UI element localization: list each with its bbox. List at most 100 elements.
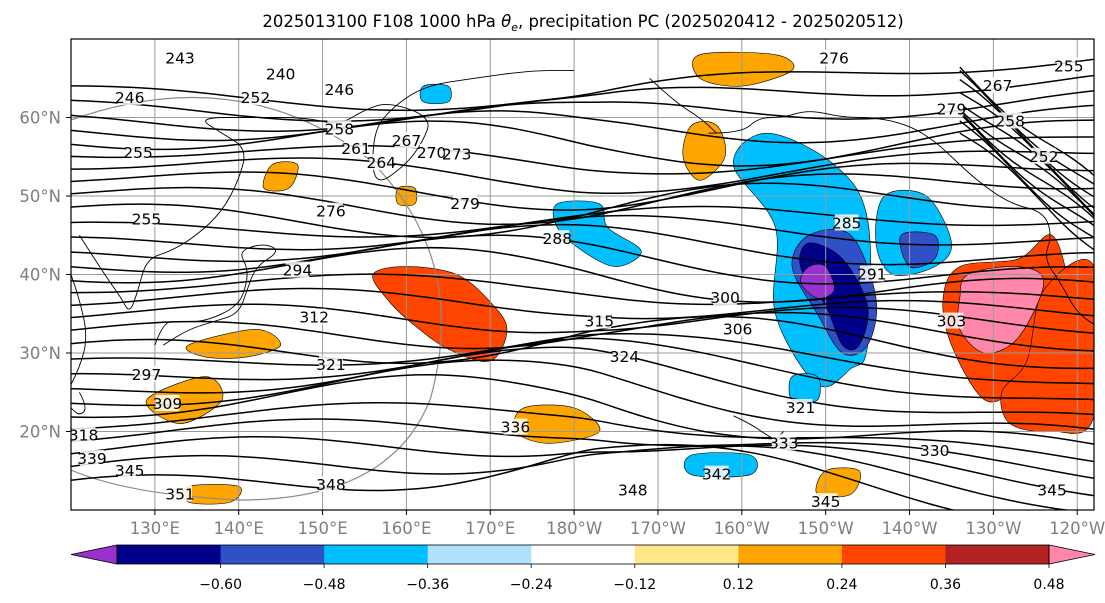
contour-label-text: 267 xyxy=(983,77,1013,95)
latitude-ticks: 20°N 30°N 40°N 50°N 60°N xyxy=(19,109,71,442)
contour-label-text: 309 xyxy=(153,395,183,413)
y-tick-label: 20°N xyxy=(19,423,61,442)
contour-label: 348 xyxy=(316,475,346,494)
theta-e-contour xyxy=(71,90,1094,132)
x-tick-label: 130°E xyxy=(130,519,180,538)
theta-e-contour xyxy=(71,205,1094,238)
contour-label-text: 285 xyxy=(832,214,862,232)
coastline-1 xyxy=(79,69,575,310)
theta-e-contour xyxy=(71,273,1094,306)
chart-title: 2025013100 F108 1000 hPa θe, precipitati… xyxy=(262,12,903,34)
contour-label: 309 xyxy=(153,395,183,413)
contour-label-text: 339 xyxy=(77,450,107,468)
coastlines xyxy=(71,69,1094,439)
contour-label-text: 318 xyxy=(69,426,99,444)
contour-label: 279 xyxy=(450,194,480,213)
x-tick-label: 160°E xyxy=(381,519,431,538)
colorbar-tick-label: −0.24 xyxy=(510,577,553,593)
coastline-4 xyxy=(708,111,1094,325)
contour-label: 243 xyxy=(165,49,195,68)
contour-label: 321 xyxy=(786,398,816,417)
theta-e-contour xyxy=(71,119,1094,167)
contour-label: 351 xyxy=(165,485,195,503)
theta-e-contour xyxy=(959,112,1094,227)
contour-label-text: 321 xyxy=(786,399,816,417)
contour-label: 321 xyxy=(316,355,346,374)
theta-e-contour xyxy=(71,346,1094,416)
contour-label: 255 xyxy=(123,143,153,162)
theta-e-contour xyxy=(71,374,1094,445)
theta-e-contour xyxy=(71,311,1094,352)
contour-label-text: 267 xyxy=(392,132,422,150)
theta-e-contour xyxy=(71,443,956,510)
contour-label: 345 xyxy=(115,461,144,480)
x-tick-label: 140°W xyxy=(881,519,937,538)
theta-e-contour xyxy=(71,58,1094,112)
contour-label: 348 xyxy=(618,481,648,499)
contour-label-text: 258 xyxy=(995,112,1025,130)
theta-e-contour xyxy=(71,315,1094,370)
contour-label: 324 xyxy=(610,347,639,366)
contour-label: 312 xyxy=(299,308,329,327)
contour-label: 240 xyxy=(266,65,295,83)
theta-e-contour xyxy=(71,104,1094,144)
theta-e-contour xyxy=(71,401,1094,463)
colorbar-tick-label: −0.12 xyxy=(613,577,656,593)
theta-e-contour xyxy=(71,303,1094,334)
x-tick-label: 150°W xyxy=(798,519,854,538)
precip-region-8 xyxy=(815,467,861,498)
y-tick-label: 60°N xyxy=(19,109,61,128)
contour-label-text: 252 xyxy=(241,89,271,107)
precip-pc-shading xyxy=(145,51,1094,505)
contour-label: 267 xyxy=(392,132,422,150)
contour-label: 288 xyxy=(543,230,572,248)
colorbar-tick-label: 0.36 xyxy=(930,577,961,593)
contour-label-text: 255 xyxy=(123,144,153,162)
contour-label: 279 xyxy=(937,100,967,119)
contour-label-text: 246 xyxy=(325,81,355,99)
colorbar-segment xyxy=(738,545,843,564)
contour-label: 267 xyxy=(983,77,1013,95)
x-tick-label: 170°E xyxy=(465,519,515,538)
contour-label: 252 xyxy=(1029,147,1059,166)
colorbar-extend-max xyxy=(1048,544,1096,565)
theta-e-contour xyxy=(71,359,1094,430)
contour-label: 255 xyxy=(132,210,161,229)
contour-label-text: 246 xyxy=(115,89,145,107)
contour-label-text: 330 xyxy=(920,442,950,460)
precip-region-13 xyxy=(419,83,452,105)
x-tick-label: 140°E xyxy=(214,519,264,538)
title-theta: θ xyxy=(501,12,511,31)
contour-label: 273 xyxy=(442,145,472,163)
theta-e-contour xyxy=(71,173,1094,226)
contour-label: 306 xyxy=(723,320,753,338)
contour-label-text: 306 xyxy=(723,320,753,338)
contour-label-text: 315 xyxy=(584,313,614,331)
contour-label: 264 xyxy=(366,154,396,172)
contour-label-text: 345 xyxy=(1037,481,1067,499)
colorbar-segment xyxy=(841,545,946,564)
theta-e-contour xyxy=(959,69,1094,186)
contour-label-text: 291 xyxy=(857,266,887,284)
contour-label-text: 294 xyxy=(283,262,313,280)
theta-e-contour xyxy=(959,120,1094,239)
contour-label-text: 342 xyxy=(702,466,732,484)
colorbar-tick-label: −0.60 xyxy=(199,577,242,593)
contour-label: 255 xyxy=(1054,57,1084,75)
contour-label-text: 279 xyxy=(937,101,967,119)
precip-region-3 xyxy=(262,161,299,192)
colorbar-segment xyxy=(531,545,636,564)
colorbar-segment xyxy=(427,545,532,564)
contour-label-text: 270 xyxy=(417,144,447,162)
contour-label: 315 xyxy=(584,312,614,331)
range-circle xyxy=(71,96,443,501)
y-tick-label: 30°N xyxy=(19,344,61,363)
title-prefix: 2025013100 F108 1000 hPa xyxy=(262,12,501,31)
contour-label-text: 252 xyxy=(1029,148,1059,166)
contour-label-text: 300 xyxy=(710,289,740,307)
theta-e-contour xyxy=(71,162,1094,211)
colorbar-segment xyxy=(324,545,429,564)
contour-label-text: 312 xyxy=(299,309,329,327)
